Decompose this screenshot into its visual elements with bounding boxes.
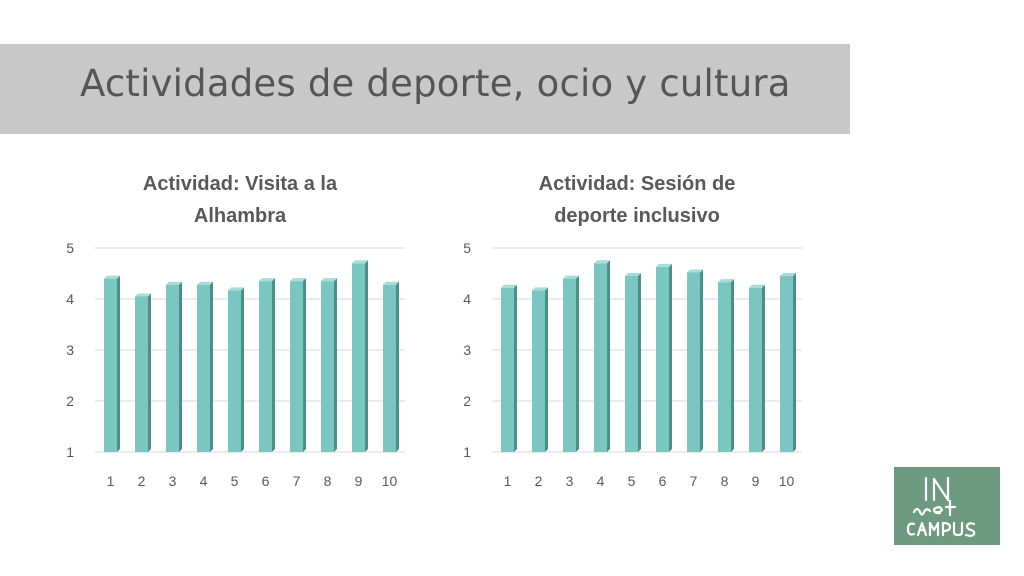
y-tick-label: 5: [66, 240, 74, 256]
chart-deporte-inclusivo: Actividad: Sesión de deporte inclusivo 1…: [437, 160, 837, 500]
y-tick-label: 2: [463, 393, 471, 409]
chart-title: Actividad: Visita a la Alhambra: [40, 168, 440, 232]
bar: [501, 284, 517, 452]
bar: [383, 281, 399, 452]
innet-campus-logo: [894, 467, 1000, 545]
x-tick-label: 10: [382, 473, 398, 489]
bar: [594, 260, 610, 452]
bar: [780, 273, 796, 452]
bar: [749, 284, 765, 452]
x-tick-label: 1: [504, 473, 512, 489]
x-tick-label: 9: [355, 473, 363, 489]
y-tick-label: 4: [66, 291, 74, 307]
x-tick-label: 5: [628, 473, 636, 489]
x-tick-label: 8: [324, 473, 332, 489]
bar: [228, 287, 244, 452]
bar: [563, 275, 579, 452]
bar: [687, 269, 703, 452]
chart-title: Actividad: Sesión de deporte inclusivo: [437, 168, 837, 232]
bar: [166, 281, 182, 452]
x-tick-label: 2: [535, 473, 543, 489]
chart-visita-alhambra: Actividad: Visita a la Alhambra 1 2 3 4 5 1 2 3…: [40, 160, 440, 500]
x-tick-label: 7: [293, 473, 301, 489]
x-tick-label: 9: [752, 473, 760, 489]
x-tick-label: 5: [231, 473, 239, 489]
x-tick-label: 4: [200, 473, 208, 489]
bar: [321, 278, 337, 452]
y-tick-label: 1: [463, 444, 471, 460]
bar: [532, 287, 548, 452]
bar: [197, 281, 213, 452]
bar: [352, 260, 368, 452]
title-banner: Actividades de deporte, ocio y cultura: [0, 44, 850, 134]
x-tick-label: 2: [138, 473, 146, 489]
x-tick-label: 4: [597, 473, 605, 489]
x-tick-label: 3: [169, 473, 177, 489]
chart-title-line-2: Alhambra: [193, 205, 287, 227]
y-tick-label: 3: [463, 342, 471, 358]
x-tick-label: 7: [690, 473, 698, 489]
y-tick-label: 3: [66, 342, 74, 358]
bar: [104, 275, 120, 452]
chart-title-line-1: Actividad: Sesión de: [538, 173, 736, 195]
x-tick-label: 3: [566, 473, 574, 489]
y-tick-label: 4: [463, 291, 471, 307]
y-tick-label: 1: [66, 444, 74, 460]
chart-title-line-1: Actividad: Visita a la: [142, 173, 338, 195]
x-tick-label: 8: [721, 473, 729, 489]
bar: [625, 273, 641, 452]
bar: [290, 278, 306, 452]
bar: [135, 293, 151, 452]
x-tick-label: 10: [779, 473, 795, 489]
chart-plot-area: 1 2 3 4 5 1 2 3 4 5 6 7 8 9 10: [66, 240, 405, 489]
bar: [656, 263, 672, 452]
slide-title: Actividades de deporte, ocio y cultura: [80, 62, 791, 105]
x-tick-label: 6: [659, 473, 667, 489]
x-tick-label: 1: [107, 473, 115, 489]
chart-title-line-2: deporte inclusivo: [554, 205, 720, 227]
bar: [259, 278, 275, 452]
chart-plot-area: 1 2 3 4 5 1 2 3 4 5 6 7 8 9 10: [463, 240, 802, 489]
x-tick-label: 6: [262, 473, 270, 489]
bar: [718, 279, 734, 452]
y-tick-label: 2: [66, 393, 74, 409]
y-tick-label: 5: [463, 240, 471, 256]
